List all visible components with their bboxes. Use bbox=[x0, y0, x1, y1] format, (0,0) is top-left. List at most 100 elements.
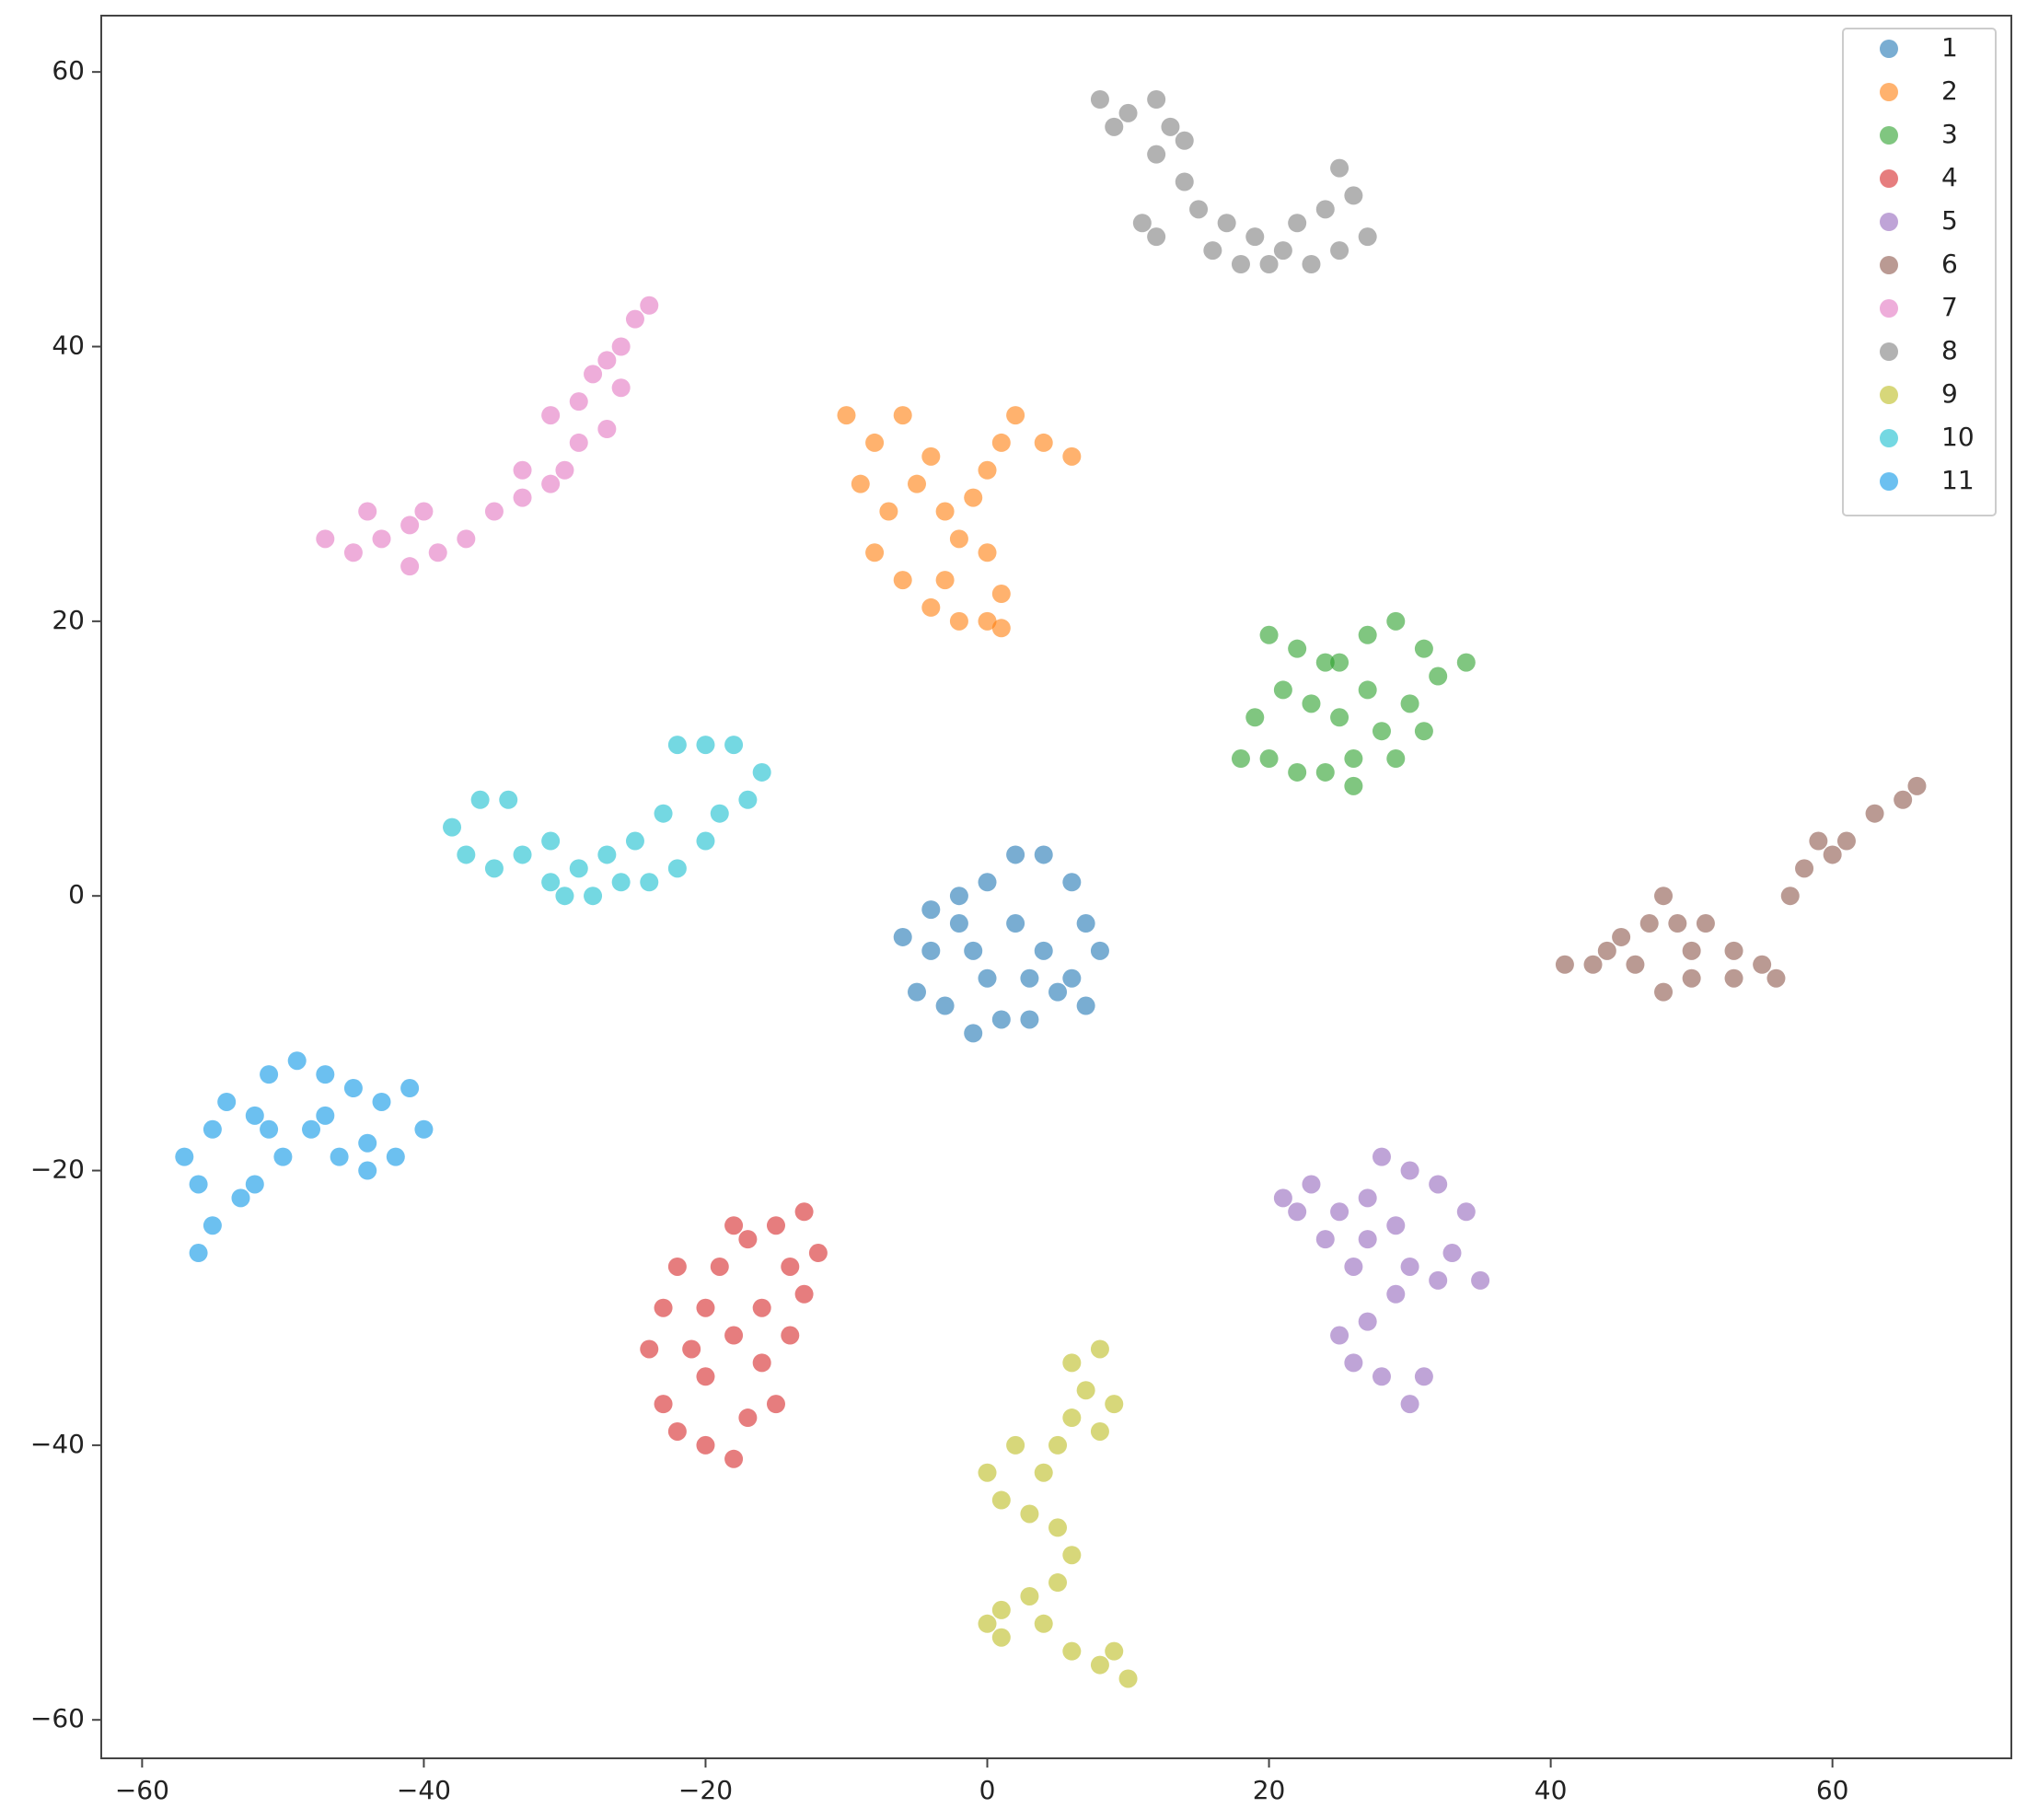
point bbox=[1724, 941, 1743, 960]
point bbox=[513, 460, 532, 480]
point bbox=[1105, 117, 1124, 136]
point bbox=[1090, 1339, 1109, 1359]
y-tick-label: −40 bbox=[30, 1429, 85, 1459]
point bbox=[1372, 1147, 1391, 1166]
point bbox=[893, 571, 912, 590]
point bbox=[752, 1353, 771, 1373]
point bbox=[1766, 968, 1786, 988]
point bbox=[1386, 1216, 1406, 1235]
point bbox=[696, 1435, 715, 1455]
plot-frame bbox=[100, 15, 2012, 1759]
point bbox=[1034, 941, 1053, 960]
point bbox=[1358, 1188, 1377, 1208]
point bbox=[991, 433, 1011, 452]
legend-marker bbox=[1880, 256, 1898, 274]
point bbox=[1062, 968, 1082, 988]
point bbox=[752, 1298, 771, 1317]
point bbox=[1894, 790, 1913, 809]
legend-label: 1 bbox=[1941, 32, 1958, 63]
point bbox=[1358, 680, 1377, 700]
y-tick-label: −60 bbox=[30, 1703, 85, 1733]
point bbox=[696, 1367, 715, 1386]
point bbox=[400, 557, 420, 576]
point bbox=[343, 543, 363, 562]
point bbox=[667, 859, 687, 878]
point bbox=[1034, 1463, 1053, 1482]
point bbox=[316, 1106, 335, 1125]
point bbox=[1062, 873, 1082, 892]
x-tick-label: 0 bbox=[979, 1775, 996, 1805]
point bbox=[1780, 887, 1800, 906]
point bbox=[499, 790, 518, 809]
point bbox=[484, 502, 504, 521]
legend-label: 4 bbox=[1941, 162, 1958, 192]
point bbox=[1006, 914, 1025, 933]
point bbox=[1344, 1257, 1363, 1276]
point bbox=[1259, 625, 1279, 644]
legend-marker bbox=[1880, 342, 1898, 361]
point bbox=[1330, 1202, 1349, 1222]
legend-label: 5 bbox=[1941, 205, 1958, 236]
point bbox=[640, 873, 659, 892]
point bbox=[1034, 845, 1053, 864]
x-tick-label: 20 bbox=[1253, 1775, 1286, 1805]
point bbox=[1400, 694, 1419, 713]
legend-marker bbox=[1880, 299, 1898, 318]
point bbox=[1583, 955, 1603, 974]
point bbox=[1315, 653, 1335, 672]
point bbox=[1456, 653, 1476, 672]
point bbox=[808, 1244, 828, 1263]
point bbox=[1203, 241, 1222, 261]
point bbox=[1288, 639, 1307, 658]
point bbox=[1358, 1312, 1377, 1331]
point bbox=[851, 474, 870, 493]
point bbox=[738, 1230, 758, 1249]
point bbox=[457, 529, 476, 549]
point bbox=[949, 529, 968, 549]
point bbox=[794, 1284, 814, 1304]
point bbox=[991, 1628, 1011, 1647]
point bbox=[1048, 1573, 1068, 1593]
point bbox=[1315, 1230, 1335, 1249]
point bbox=[1654, 982, 1674, 1002]
point bbox=[1724, 968, 1743, 988]
point bbox=[991, 1010, 1011, 1029]
point bbox=[1344, 749, 1363, 769]
point bbox=[921, 597, 941, 617]
point bbox=[1273, 680, 1292, 700]
y-tick-label: 40 bbox=[52, 330, 85, 361]
point bbox=[1330, 1326, 1349, 1345]
y-tick-label: 60 bbox=[52, 55, 85, 86]
point bbox=[1414, 722, 1433, 741]
point bbox=[372, 529, 391, 549]
point bbox=[414, 1119, 434, 1139]
point bbox=[1048, 982, 1068, 1002]
point bbox=[1034, 433, 1053, 452]
point bbox=[766, 1395, 785, 1414]
point bbox=[1062, 1546, 1082, 1565]
point bbox=[1245, 708, 1265, 727]
legend-label: 9 bbox=[1941, 378, 1958, 409]
point bbox=[908, 474, 927, 493]
point bbox=[1020, 968, 1039, 988]
point bbox=[949, 887, 968, 906]
y-tick-label: 0 bbox=[68, 879, 85, 910]
point bbox=[654, 804, 673, 823]
point bbox=[1175, 131, 1194, 150]
point bbox=[1344, 1353, 1363, 1373]
point bbox=[640, 296, 659, 315]
point bbox=[372, 1092, 391, 1111]
point bbox=[470, 790, 490, 809]
point bbox=[260, 1119, 279, 1139]
point bbox=[696, 736, 715, 755]
point bbox=[978, 611, 997, 631]
point bbox=[1273, 241, 1292, 261]
legend-label: 7 bbox=[1941, 292, 1958, 322]
point bbox=[189, 1244, 208, 1263]
point bbox=[541, 406, 561, 425]
point bbox=[1090, 89, 1109, 109]
point bbox=[541, 873, 561, 892]
point bbox=[386, 1147, 405, 1166]
point bbox=[1682, 941, 1701, 960]
